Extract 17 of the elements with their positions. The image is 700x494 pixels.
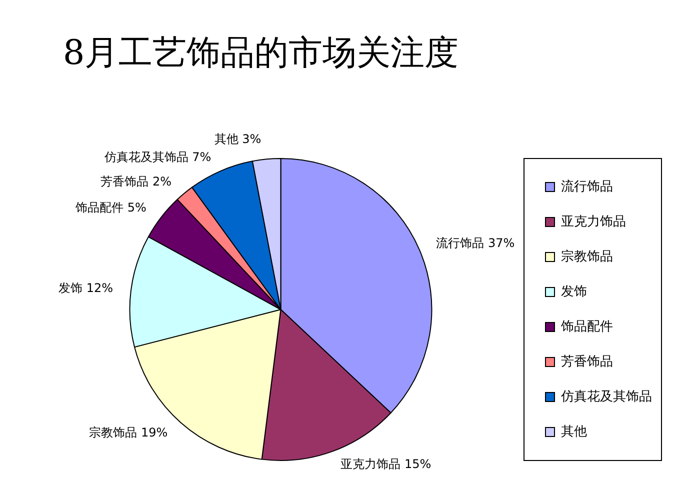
legend-label: 芳香饰品 <box>561 354 613 370</box>
legend-label: 饰品配件 <box>560 319 613 334</box>
category-label: 流行饰品 37% <box>436 236 515 250</box>
category-label: 芳香饰品 2% <box>100 174 172 188</box>
chart-title: 8月工艺饰品的市场关注度 <box>63 32 459 75</box>
category-label: 发饰 12% <box>58 280 114 295</box>
legend-label: 发饰 <box>561 284 587 300</box>
legend-label: 其他 <box>561 424 587 440</box>
category-label: 亚克力饰品 15% <box>340 456 432 471</box>
category-label: 饰品配件 5% <box>76 200 146 214</box>
legend-label: 宗教饰品 <box>561 248 613 264</box>
category-label: 仿真花及其饰品 7% <box>104 150 212 164</box>
legend-label: 仿真花及其饰品 <box>560 389 652 404</box>
category-label: 其他 3% <box>214 132 262 146</box>
legend-label: 亚克力饰品 <box>561 214 626 230</box>
category-label: 宗教饰品 19% <box>89 425 168 440</box>
legend-label: 流行饰品 <box>561 178 613 194</box>
